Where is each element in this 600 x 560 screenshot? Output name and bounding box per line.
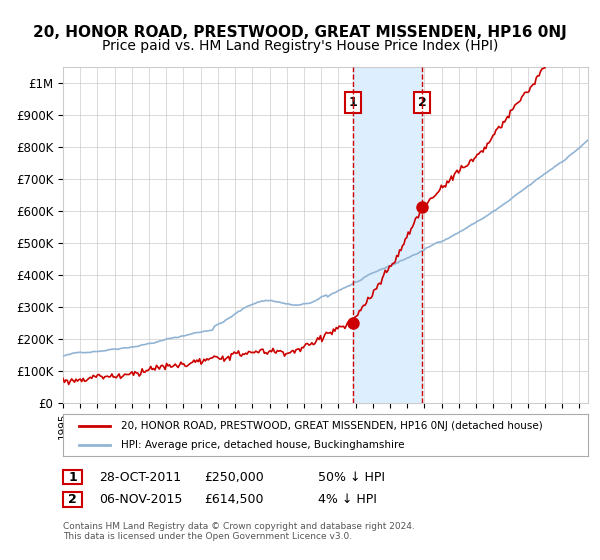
Bar [353, 67, 422, 403]
Text: HPI: Average price, detached house, Buckinghamshire: HPI: Average price, detached house, Buck… [121, 440, 404, 450]
Text: Contains HM Land Registry data © Crown copyright and database right 2024.
This d: Contains HM Land Registry data © Crown c… [63, 522, 415, 542]
Text: 2: 2 [68, 493, 77, 506]
Text: 50% ↓ HPI: 50% ↓ HPI [318, 470, 385, 484]
Text: £614,500: £614,500 [204, 493, 263, 506]
Text: 1: 1 [68, 470, 77, 484]
Text: 2: 2 [418, 96, 426, 109]
Text: £250,000: £250,000 [204, 470, 264, 484]
Text: Price paid vs. HM Land Registry's House Price Index (HPI): Price paid vs. HM Land Registry's House … [102, 39, 498, 53]
Text: 28-OCT-2011: 28-OCT-2011 [99, 470, 181, 484]
Text: 06-NOV-2015: 06-NOV-2015 [99, 493, 182, 506]
Text: 20, HONOR ROAD, PRESTWOOD, GREAT MISSENDEN, HP16 0NJ (detached house): 20, HONOR ROAD, PRESTWOOD, GREAT MISSEND… [121, 421, 542, 431]
Text: 4% ↓ HPI: 4% ↓ HPI [318, 493, 377, 506]
Text: 20, HONOR ROAD, PRESTWOOD, GREAT MISSENDEN, HP16 0NJ: 20, HONOR ROAD, PRESTWOOD, GREAT MISSEND… [33, 25, 567, 40]
Text: 1: 1 [349, 96, 357, 109]
